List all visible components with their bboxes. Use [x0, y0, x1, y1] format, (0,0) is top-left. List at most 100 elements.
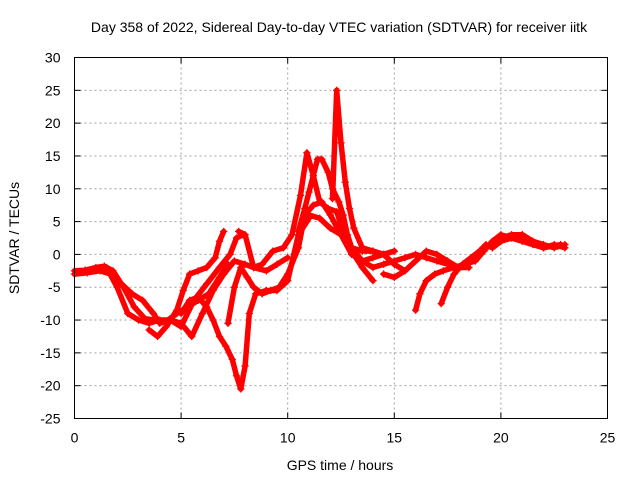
data-point: [497, 237, 505, 245]
x-axis-label: GPS time / hours: [287, 457, 394, 473]
data-point: [149, 309, 158, 318]
y-tick-label: 15: [45, 148, 61, 164]
data-point: [309, 201, 317, 209]
data-point: [224, 319, 232, 327]
data-point: [284, 270, 292, 278]
data-point: [411, 250, 420, 259]
data-point: [390, 247, 398, 255]
data-point: [318, 155, 326, 163]
data-point: [439, 267, 447, 275]
data-point: [145, 326, 153, 334]
data-point: [230, 257, 239, 265]
data-point: [348, 244, 356, 252]
data-point: [303, 149, 311, 157]
data-point: [124, 309, 132, 318]
data-point: [518, 237, 526, 245]
data-point: [296, 191, 305, 199]
series-line: [412, 231, 564, 313]
data-point: [411, 257, 420, 265]
y-tick-label: -25: [40, 411, 60, 427]
y-tick-label: -5: [48, 279, 61, 295]
data-point: [232, 372, 241, 380]
data-point: [341, 178, 349, 186]
data-point: [433, 250, 441, 259]
data-point: [422, 247, 430, 255]
data-point: [337, 139, 345, 147]
data-point: [220, 270, 228, 278]
data-point: [228, 355, 236, 364]
data-point: [443, 283, 452, 291]
data-point: [249, 283, 258, 291]
data-point: [309, 171, 317, 180]
data-point: [324, 204, 332, 213]
data-point: [369, 263, 377, 272]
data-point: [215, 263, 224, 272]
data-point: [450, 263, 458, 272]
data-point: [258, 260, 266, 268]
data-point: [153, 332, 162, 341]
data-point: [294, 227, 303, 236]
data-point: [305, 188, 313, 196]
data-point: [162, 322, 170, 331]
data-point: [369, 254, 377, 262]
data-point: [345, 204, 354, 213]
data-series-layer: [70, 86, 569, 393]
data-point: [288, 231, 296, 239]
data-point: [305, 211, 313, 219]
data-point: [258, 290, 266, 298]
data-point: [328, 194, 337, 203]
y-tick-label: 0: [53, 246, 61, 262]
x-tick-label: 15: [387, 430, 403, 446]
data-point: [194, 267, 202, 275]
y-tick-label: -20: [40, 378, 60, 394]
data-point: [497, 231, 505, 239]
data-point: [333, 208, 341, 216]
data-point: [203, 263, 211, 272]
data-point: [358, 257, 366, 265]
y-axis-label: SDTVAR / TECUs: [6, 182, 22, 294]
data-point: [488, 244, 497, 252]
data-point: [203, 280, 211, 288]
data-point: [209, 286, 217, 295]
x-tick-label: 25: [600, 430, 616, 446]
data-point: [209, 316, 217, 324]
y-tick-label: -15: [40, 345, 60, 361]
x-tick-label: 10: [280, 430, 296, 446]
data-point: [550, 244, 558, 252]
data-point: [230, 283, 239, 291]
data-point: [96, 267, 104, 275]
data-point: [316, 214, 324, 222]
data-point: [294, 244, 303, 252]
data-point: [390, 273, 398, 282]
data-point: [411, 306, 420, 314]
data-point: [518, 231, 526, 239]
data-point: [226, 250, 234, 259]
data-point: [241, 260, 249, 268]
data-point: [326, 211, 334, 219]
data-point: [177, 319, 185, 327]
data-point: [316, 198, 324, 206]
data-point: [422, 254, 430, 262]
data-point: [333, 86, 341, 94]
data-point: [369, 277, 377, 285]
data-point: [237, 263, 245, 272]
data-point: [337, 231, 345, 239]
data-point: [145, 319, 153, 327]
data-point: [249, 263, 258, 272]
y-tick-label: 5: [53, 214, 61, 230]
series-line: [71, 261, 231, 325]
data-point: [130, 303, 138, 311]
data-point: [443, 257, 452, 265]
data-point: [343, 231, 352, 239]
data-point: [266, 286, 275, 295]
series-track-10: [305, 211, 473, 272]
data-point: [232, 234, 241, 242]
data-point: [507, 234, 516, 242]
series-track-13: [437, 231, 569, 308]
axes-ticks: 0 5 10 15 20 25 -25 -20 -15 -10 -5 0 5 10 15 20 25 30: [40, 50, 615, 446]
y-tick-label: -10: [40, 312, 60, 328]
data-point: [475, 247, 484, 255]
data-point: [284, 254, 292, 262]
data-point: [358, 244, 366, 252]
data-point: [482, 240, 490, 249]
